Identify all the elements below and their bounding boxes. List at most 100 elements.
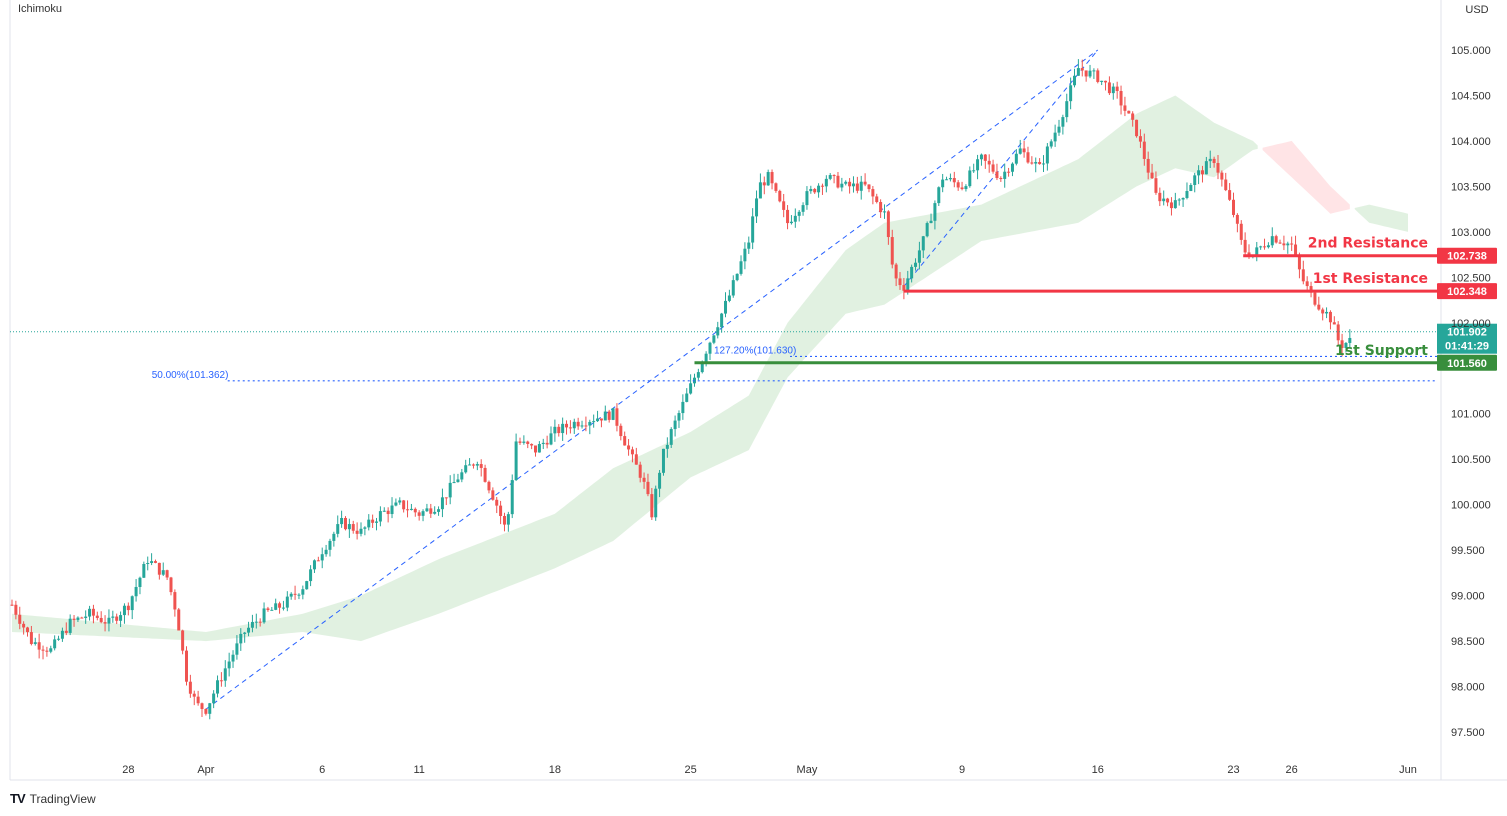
candle-body xyxy=(921,236,925,251)
candle-body xyxy=(1010,163,1014,172)
candle-body xyxy=(169,577,173,593)
candle-body xyxy=(1189,184,1193,192)
candle-body xyxy=(677,413,681,421)
candle-body xyxy=(274,603,278,610)
candle-body xyxy=(910,266,914,279)
candle-body xyxy=(153,561,157,563)
candle-body xyxy=(243,632,247,634)
candle-body xyxy=(223,668,227,681)
candle-body xyxy=(266,608,270,611)
candle-body xyxy=(1197,170,1201,176)
countdown-text: 01:41:29 xyxy=(1445,341,1489,353)
candle-body xyxy=(22,623,26,628)
indicator-name[interactable]: Ichimoku xyxy=(18,3,63,15)
candle-body xyxy=(281,607,285,609)
candle-body xyxy=(1100,80,1104,82)
cloud-segment xyxy=(12,95,1258,642)
candle-body xyxy=(890,237,894,265)
candle-body xyxy=(545,442,549,445)
candle-body xyxy=(1297,254,1301,270)
trend-line-2 xyxy=(903,49,1099,287)
candle-body xyxy=(661,448,665,473)
fib-levels: 50.00%(101.362) 127.20%(101.630) xyxy=(152,345,1437,382)
candle-body xyxy=(1057,126,1061,133)
candle-body xyxy=(49,648,53,652)
candle-body xyxy=(1088,70,1092,77)
candle-body xyxy=(828,175,832,179)
candle-body xyxy=(879,202,883,213)
price-tick: 98.500 xyxy=(1451,636,1485,648)
candle-body xyxy=(1263,246,1267,248)
candle-body xyxy=(1290,243,1294,245)
candle-body xyxy=(941,179,945,188)
candle-body xyxy=(122,605,126,616)
time-tick: 18 xyxy=(549,764,561,776)
candle-body xyxy=(1313,292,1317,305)
candle-body xyxy=(219,680,223,682)
candle-body xyxy=(60,630,64,639)
candle-body xyxy=(134,586,138,597)
candle-body xyxy=(871,189,875,197)
candle-body xyxy=(227,661,231,669)
time-tick: 28 xyxy=(122,764,134,776)
trend-line-1 xyxy=(205,49,1099,710)
candle-body xyxy=(1111,86,1115,94)
candle-body xyxy=(1049,141,1053,147)
candle-body xyxy=(421,511,425,516)
candle-body xyxy=(95,615,99,618)
candle-body xyxy=(181,630,185,651)
candle-body xyxy=(68,618,72,633)
level-price-text: 102.738 xyxy=(1447,251,1487,263)
candle-body xyxy=(619,425,623,437)
candle-body xyxy=(762,182,766,186)
candle-body xyxy=(340,517,344,525)
candle-body xyxy=(867,184,871,190)
time-tick: 25 xyxy=(684,764,696,776)
candle-body xyxy=(1193,175,1197,185)
tradingview-brand[interactable]: TV TradingView xyxy=(10,791,96,806)
candle-body xyxy=(1208,158,1212,162)
candle-body xyxy=(378,511,382,522)
candle-body xyxy=(1336,324,1340,341)
candle-body xyxy=(1305,281,1309,287)
price-tick: 99.500 xyxy=(1451,545,1485,557)
price-tick: 98.000 xyxy=(1451,682,1485,694)
candle-body xyxy=(731,280,735,296)
price-tick: 102.000 xyxy=(1451,318,1491,330)
candle-body xyxy=(1169,202,1173,209)
candle-body xyxy=(945,179,949,181)
candle-body xyxy=(1301,269,1305,282)
candle-body xyxy=(592,421,596,423)
candle-body xyxy=(526,441,530,444)
candle-body xyxy=(696,372,700,378)
candle-body xyxy=(549,433,553,445)
level-price-tag xyxy=(1437,283,1497,300)
candle-body xyxy=(1107,82,1111,94)
candle-body xyxy=(371,519,375,523)
candle-body xyxy=(724,300,728,314)
candle-body xyxy=(596,418,600,422)
candle-body xyxy=(80,617,84,619)
candle-body xyxy=(1138,136,1142,142)
candle-body xyxy=(448,482,452,498)
candle-body xyxy=(386,510,390,515)
candle-body xyxy=(107,617,111,624)
candle-body xyxy=(735,273,739,281)
candle-body xyxy=(150,561,154,563)
candle-body xyxy=(681,401,685,414)
candle-body xyxy=(611,408,615,420)
time-tick: 23 xyxy=(1227,764,1239,776)
candle-body xyxy=(320,554,324,561)
candle-body xyxy=(367,519,371,528)
candle-body xyxy=(522,441,526,443)
candle-body xyxy=(208,703,212,714)
time-tick: 6 xyxy=(319,764,325,776)
candle-body xyxy=(382,510,386,512)
fib-label: 127.20%(101.630) xyxy=(714,345,796,356)
trend-lines xyxy=(205,49,1099,710)
price-axis: USD 105.000 104.500 104.000 103.500 103.000 10… xyxy=(1451,4,1491,739)
candle-body xyxy=(328,540,332,550)
candle-body xyxy=(1228,190,1232,200)
candle-body xyxy=(956,182,960,188)
